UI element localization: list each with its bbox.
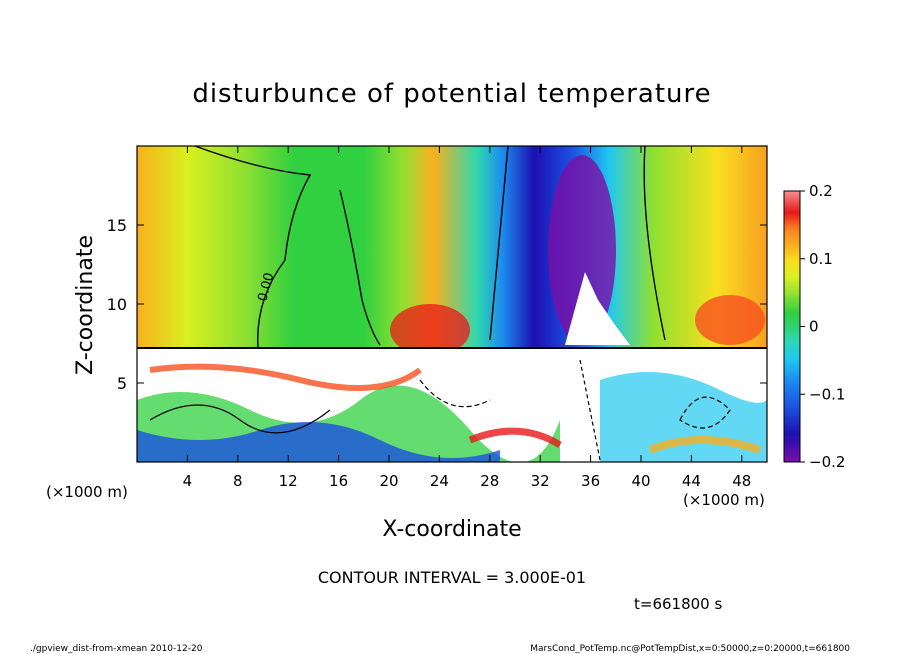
x-tick-label: 4 (183, 472, 193, 490)
heatmap-white-peak (565, 272, 630, 345)
colorbar (783, 190, 801, 463)
colorbar-tick-label: 0 (809, 318, 819, 336)
contour-zero-mid (339, 189, 381, 346)
contour-zero-column-right (643, 146, 666, 341)
x-tick-label: 24 (430, 472, 449, 490)
heatmap-warm-blob-left (390, 304, 470, 356)
contour-lower-3 (679, 396, 731, 429)
heatmap-lower-patch-2 (137, 422, 500, 462)
chart-title: disturbunce of potential temperature (192, 79, 711, 109)
contour-interval: CONTOUR INTERVAL = 3.000E-01 (318, 568, 586, 587)
colorbar-tick-label: −0.1 (809, 385, 845, 403)
x-axis-label: X-coordinate (382, 517, 521, 542)
x-tick-label: 12 (279, 472, 298, 490)
x-unit-right: (×1000 m) (683, 491, 765, 509)
colorbar-tick-label: 0.2 (809, 182, 833, 200)
footer-left: ./gpview_dist-from-xmean 2010-12-20 (30, 644, 203, 654)
heatmap-lower-patch-5 (468, 427, 562, 449)
colorbar-tick-label: 0.1 (809, 250, 833, 268)
contour-lower-4 (579, 359, 601, 461)
x-tick-label: 32 (531, 472, 550, 490)
heatmap-lower-patch-4 (149, 363, 422, 391)
x-tick-label: 48 (732, 472, 751, 490)
y-axis-label: Z-coordinate (73, 235, 98, 375)
y-tick-label: 5 (117, 374, 127, 393)
time-stamp: t=661800 s (634, 595, 722, 613)
y-axis: 5 10 15 (107, 216, 767, 393)
contour-label: 0.00 (255, 271, 277, 303)
y-tick-label: 15 (107, 216, 127, 235)
heatmap-warm-blob-right (695, 295, 765, 345)
x-unit-left: (×1000 m) (46, 483, 128, 501)
plot-area: 0.00 (137, 146, 767, 462)
x-tick-label: 36 (581, 472, 600, 490)
colorbar-tick-label: −0.2 (809, 453, 845, 471)
heatmap-lower-patch-6 (648, 436, 762, 454)
contour-lower-1 (149, 404, 331, 434)
x-axis: 4 8 12 16 20 24 28 32 36 40 44 48 (183, 146, 751, 490)
x-tick-label: 16 (329, 472, 348, 490)
x-tick-label: 44 (682, 472, 701, 490)
contour-zero-column-left (489, 146, 509, 341)
footer-right: MarsCond_PotTemp.nc@PotTempDist,x=0:5000… (530, 644, 850, 654)
colorbar-ticks: 0.2 0.1 0 −0.1 −0.2 (800, 182, 845, 471)
x-tick-label: 40 (631, 472, 650, 490)
x-tick-label: 20 (379, 472, 398, 490)
heatmap-cold-column (548, 155, 616, 345)
x-tick-label: 8 (233, 472, 243, 490)
contour-zero-left (194, 146, 312, 349)
x-tick-label: 28 (480, 472, 499, 490)
contour-lower-2 (419, 379, 491, 408)
y-tick-label: 10 (107, 295, 127, 314)
